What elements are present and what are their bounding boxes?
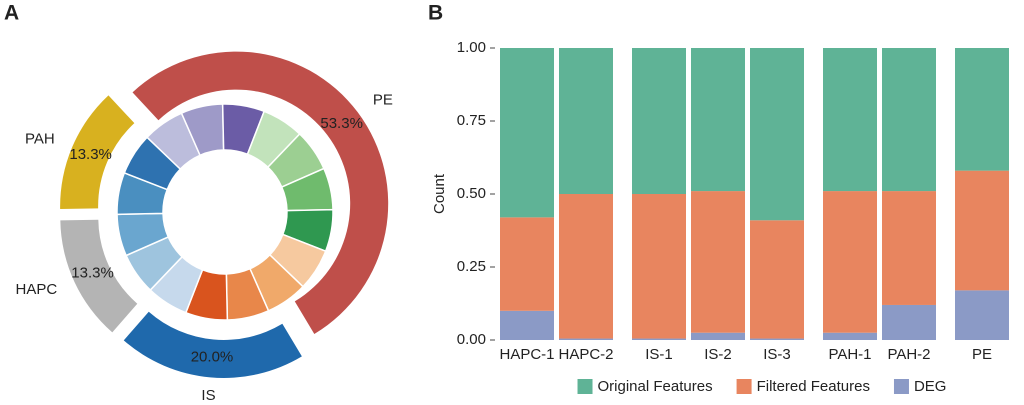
bar-segment [750, 338, 804, 340]
bar-segment [559, 194, 613, 339]
inner-segment [123, 136, 182, 191]
x-tick-label: HAPC-1 [499, 346, 554, 363]
bar-segment [882, 191, 936, 305]
legend-label: DEG [914, 378, 947, 395]
legend-swatch [893, 379, 909, 394]
category-label: HAPC [15, 281, 57, 298]
bar-segment [500, 310, 554, 340]
category-label: IS [201, 387, 215, 404]
x-tick-label: IS-3 [763, 346, 791, 363]
bar-segment [882, 48, 936, 192]
legend-label: Original Features [598, 378, 713, 395]
x-tick-label: IS-1 [645, 346, 673, 363]
bar-segment [500, 48, 554, 218]
panel-label: A [4, 2, 19, 25]
y-tick-label: 0.75 [457, 112, 486, 129]
value-label: 13.3% [71, 264, 114, 281]
y-tick-label: 0.50 [457, 185, 486, 202]
bar-segment [823, 48, 877, 192]
bar-segment [955, 48, 1009, 171]
legend-item: DEG [893, 378, 947, 395]
value-label: 53.3% [320, 115, 363, 132]
outer-segment [60, 219, 138, 333]
y-tick-label: 0.00 [457, 331, 486, 348]
bar-segment [559, 338, 613, 340]
x-tick-label: PE [972, 346, 992, 363]
bar-segment [691, 332, 745, 340]
value-label: 13.3% [69, 146, 112, 163]
value-label: 20.0% [191, 348, 234, 365]
bar-segment [500, 217, 554, 311]
x-tick-label: IS-2 [704, 346, 732, 363]
outer-segment [123, 311, 302, 378]
legend-label: Filtered Features [757, 378, 870, 395]
bar-segment [882, 304, 936, 340]
bar-segment [691, 48, 745, 192]
bar-segment [955, 170, 1009, 291]
legend-swatch [736, 379, 752, 394]
y-axis-label: Count [431, 173, 448, 214]
bar-segment [632, 338, 686, 340]
x-tick-label: PAH-2 [887, 346, 930, 363]
bar-segment [750, 48, 804, 221]
outer-segment [60, 95, 135, 209]
legend-item: Original Features [577, 378, 713, 395]
bar-segment [559, 48, 613, 194]
legend-item: Filtered Features [736, 378, 870, 395]
bar-segment [823, 332, 877, 340]
panel-label: B [428, 2, 443, 25]
category-label: PE [373, 92, 393, 109]
y-tick-label: 0.25 [457, 258, 486, 275]
outer-segment [132, 51, 389, 334]
bar-segment [750, 220, 804, 339]
bar-segment [955, 290, 1009, 340]
bar-segment [823, 191, 877, 333]
x-tick-label: HAPC-2 [558, 346, 613, 363]
bar-segment [632, 48, 686, 194]
x-tick-label: PAH-1 [828, 346, 871, 363]
bar-segment [691, 191, 745, 333]
y-tick-label: 1.00 [457, 39, 486, 56]
category-label: PAH [25, 131, 55, 148]
bar-segment [632, 194, 686, 339]
legend-swatch [577, 379, 593, 394]
